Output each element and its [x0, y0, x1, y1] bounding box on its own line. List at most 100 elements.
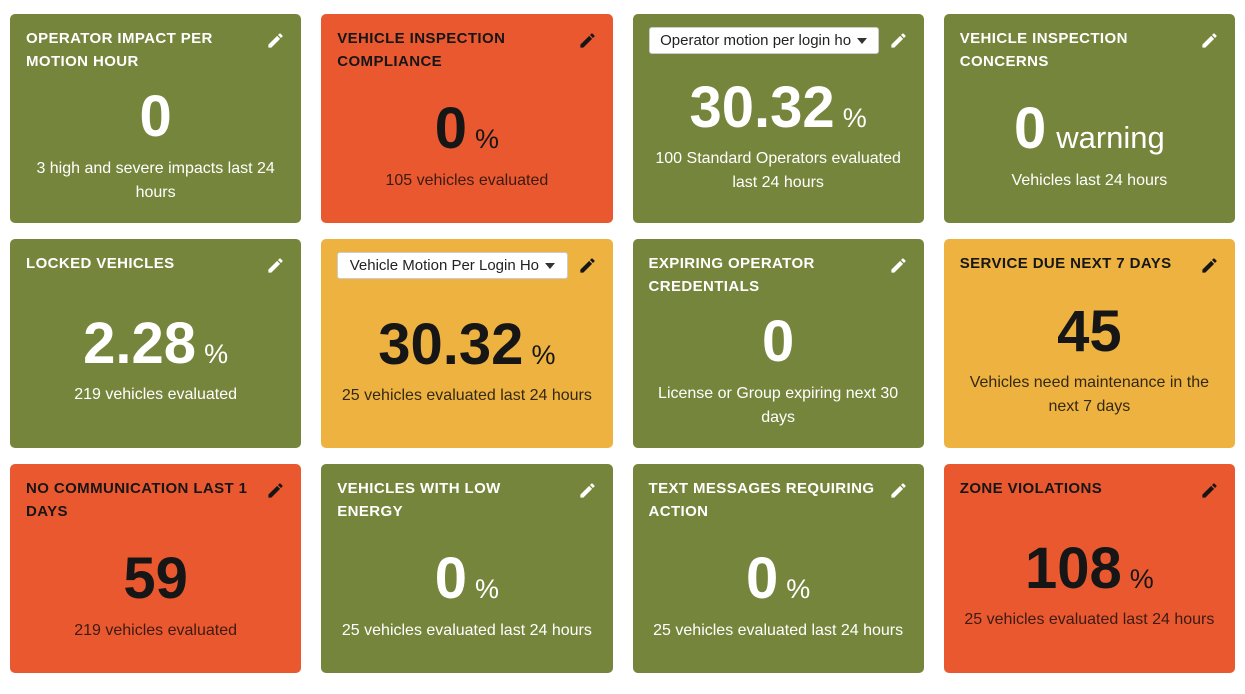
- kpi-subtitle: 25 vehicles evaluated last 24 hours: [341, 387, 592, 405]
- tile-header: TEXT MESSAGES REQUIRING ACTION: [633, 464, 924, 524]
- edit-pencil-icon[interactable]: [264, 479, 287, 502]
- tile-title: VEHICLES WITH LOW ENERGY: [337, 480, 501, 521]
- tile-body: 108% 25 vehicles evaluated last 24 hours: [944, 502, 1235, 673]
- tile-title: VEHICLE INSPECTION CONCERNS: [959, 30, 1128, 71]
- edit-pencil-icon[interactable]: [264, 29, 287, 52]
- edit-pencil-icon[interactable]: [1198, 479, 1221, 502]
- kpi-tile-service-due-next-7-days[interactable]: SERVICE DUE NEXT 7 DAYS 45 Vehicles need m…: [943, 239, 1235, 448]
- kpi-unit: %: [842, 102, 867, 133]
- tile-body: 0 License or Group expiring next 30 days: [633, 299, 924, 449]
- tile-header: ZONE VIOLATIONS: [944, 464, 1235, 502]
- kpi-tile-vehicle-inspection-compliance[interactable]: VEHICLE INSPECTION COMPLIANCE 0% 105 vehic…: [321, 14, 613, 224]
- kpi-tile-operator-impact-per-motion-hour[interactable]: OPERATOR IMPACT PER MOTION HOUR 0 3 high a…: [10, 14, 302, 224]
- kpi-value: 0: [761, 309, 795, 375]
- kpi-tile-zone-violations[interactable]: ZONE VIOLATIONS 108% 25 vehicles evaluated…: [943, 464, 1235, 673]
- edit-pencil-icon[interactable]: [1198, 29, 1221, 52]
- kpi-subtitle: 100 Standard Operators evaluated last 24…: [655, 150, 901, 192]
- tile-body: 0% 25 vehicles evaluated last 24 hours: [633, 524, 924, 674]
- edit-pencil-icon[interactable]: [887, 254, 910, 277]
- edit-pencil-icon[interactable]: [264, 254, 287, 277]
- edit-pencil-icon[interactable]: [576, 479, 599, 502]
- tile-title: EXPIRING OPERATOR CREDENTIALS: [648, 255, 815, 296]
- kpi-subtitle: Vehicles last 24 hours: [1011, 172, 1168, 190]
- dropdown-selected-label: Operator motion per login ho: [660, 32, 852, 49]
- kpi-value-row: 30.32%: [378, 311, 556, 377]
- kpi-value: 0: [434, 96, 467, 162]
- tile-body: 30.32% 100 Standard Operators evaluated l…: [633, 54, 924, 223]
- dropdown-selected-label: Vehicle Motion Per Login Ho: [349, 257, 540, 274]
- kpi-subtitle: License or Group expiring next 30 days: [658, 385, 899, 427]
- kpi-unit: %: [531, 339, 556, 370]
- kpi-value: 0: [1013, 96, 1047, 162]
- chevron-down-icon: [857, 37, 868, 44]
- edit-pencil-icon[interactable]: [1198, 254, 1221, 277]
- kpi-value: 30.32: [689, 74, 835, 140]
- kpi-value: 2.28: [83, 310, 197, 376]
- kpi-value-row: 30.32%: [689, 74, 867, 140]
- kpi-subtitle: 219 vehicles evaluated: [74, 386, 238, 404]
- kpi-value-row: 0: [761, 309, 795, 375]
- kpi-unit: warning: [1056, 120, 1165, 156]
- edit-pencil-icon[interactable]: [887, 29, 910, 52]
- kpi-value: 45: [1057, 298, 1122, 364]
- tile-body: 0% 105 vehicles evaluated: [321, 74, 612, 224]
- kpi-value-row: 0%: [435, 548, 500, 610]
- kpi-subtitle: 25 vehicles evaluated last 24 hours: [964, 611, 1215, 629]
- edit-pencil-icon[interactable]: [576, 254, 599, 277]
- kpi-tile-text-messages-requiring-action[interactable]: TEXT MESSAGES REQUIRING ACTION 0% 25 vehic…: [632, 464, 924, 674]
- tile-header: NO COMMUNICATION LAST 1 DAYS: [10, 464, 301, 524]
- kpi-subtitle: 219 vehicles evaluated: [74, 622, 238, 640]
- tile-title: NO COMMUNICATION LAST 1 DAYS: [26, 480, 248, 521]
- metric-select-dropdown[interactable]: Operator motion per login ho: [648, 27, 879, 54]
- tile-title: TEXT MESSAGES REQUIRING ACTION: [648, 480, 875, 521]
- kpi-tile-expiring-operator-credentials[interactable]: EXPIRING OPERATOR CREDENTIALS 0 License or…: [632, 239, 924, 449]
- kpi-value: 0: [139, 84, 172, 150]
- tile-header: Operator motion per login ho: [633, 14, 924, 54]
- tile-header: SERVICE DUE NEXT 7 DAYS: [944, 239, 1235, 277]
- kpi-value: 30.32: [378, 311, 524, 377]
- kpi-subtitle: Vehicles need maintenance in the next 7 …: [969, 374, 1210, 416]
- tile-title: ZONE VIOLATIONS: [959, 480, 1103, 497]
- tile-header: EXPIRING OPERATOR CREDENTIALS: [633, 239, 924, 299]
- edit-pencil-icon[interactable]: [576, 29, 599, 52]
- tile-body: 0 3 high and severe impacts last 24 hours: [10, 74, 301, 224]
- kpi-subtitle: 105 vehicles evaluated: [385, 172, 549, 190]
- kpi-unit: %: [786, 574, 811, 605]
- tile-body: 0 warning Vehicles last 24 hours: [944, 74, 1235, 224]
- metric-select-dropdown[interactable]: Vehicle Motion Per Login Ho: [337, 252, 568, 279]
- tile-header: OPERATOR IMPACT PER MOTION HOUR: [10, 14, 301, 74]
- tile-title: SERVICE DUE NEXT 7 DAYS: [959, 255, 1172, 272]
- kpi-subtitle: 25 vehicles evaluated last 24 hours: [341, 622, 592, 640]
- kpi-value-row: 2.28%: [83, 310, 228, 376]
- tile-header: VEHICLES WITH LOW ENERGY: [321, 464, 612, 524]
- kpi-value-row: 0: [139, 84, 172, 150]
- kpi-value: 59: [123, 546, 188, 612]
- kpi-tile-vehicles-with-low-energy[interactable]: VEHICLES WITH LOW ENERGY 0% 25 vehicles ev…: [321, 464, 613, 674]
- tile-title: VEHICLE INSPECTION COMPLIANCE: [337, 30, 506, 71]
- tile-body: 2.28% 219 vehicles evaluated: [10, 277, 301, 448]
- tile-body: 45 Vehicles need maintenance in the next …: [944, 277, 1235, 448]
- kpi-value: 108: [1024, 535, 1122, 601]
- kpi-tile-no-communication-last-1-days[interactable]: NO COMMUNICATION LAST 1 DAYS 59 219 vehicl…: [10, 464, 302, 674]
- kpi-unit: %: [475, 574, 500, 605]
- kpi-tile-vehicle-motion-per-login-hour[interactable]: Vehicle Motion Per Login Ho 30.32% 25 vehi…: [321, 239, 613, 448]
- tile-body: 30.32% 25 vehicles evaluated last 24 hour…: [321, 279, 612, 448]
- tile-body: 59 219 vehicles evaluated: [10, 524, 301, 674]
- kpi-tile-operator-motion-per-login-hour[interactable]: Operator motion per login ho 30.32% 100 St…: [632, 14, 924, 223]
- kpi-unit: %: [1129, 563, 1154, 594]
- tile-header: LOCKED VEHICLES: [10, 239, 301, 277]
- kpi-value-row: 0%: [434, 96, 500, 162]
- tile-body: 0% 25 vehicles evaluated last 24 hours: [321, 524, 612, 674]
- kpi-tile-locked-vehicles[interactable]: LOCKED VEHICLES 2.28% 219 vehicles evaluat…: [10, 239, 302, 448]
- kpi-value-row: 59: [123, 546, 188, 612]
- kpi-value: 0: [745, 546, 779, 612]
- kpi-value-row: 0 warning: [1013, 96, 1165, 162]
- kpi-unit: %: [475, 124, 500, 155]
- tile-header: Vehicle Motion Per Login Ho: [321, 239, 612, 279]
- tile-header: VEHICLE INSPECTION CONCERNS: [944, 14, 1235, 74]
- kpi-value-row: 0%: [745, 546, 811, 612]
- edit-pencil-icon[interactable]: [887, 479, 910, 502]
- kpi-tile-vehicle-inspection-concerns[interactable]: VEHICLE INSPECTION CONCERNS 0 warning Vehic…: [943, 14, 1235, 224]
- tile-header: VEHICLE INSPECTION COMPLIANCE: [321, 14, 612, 74]
